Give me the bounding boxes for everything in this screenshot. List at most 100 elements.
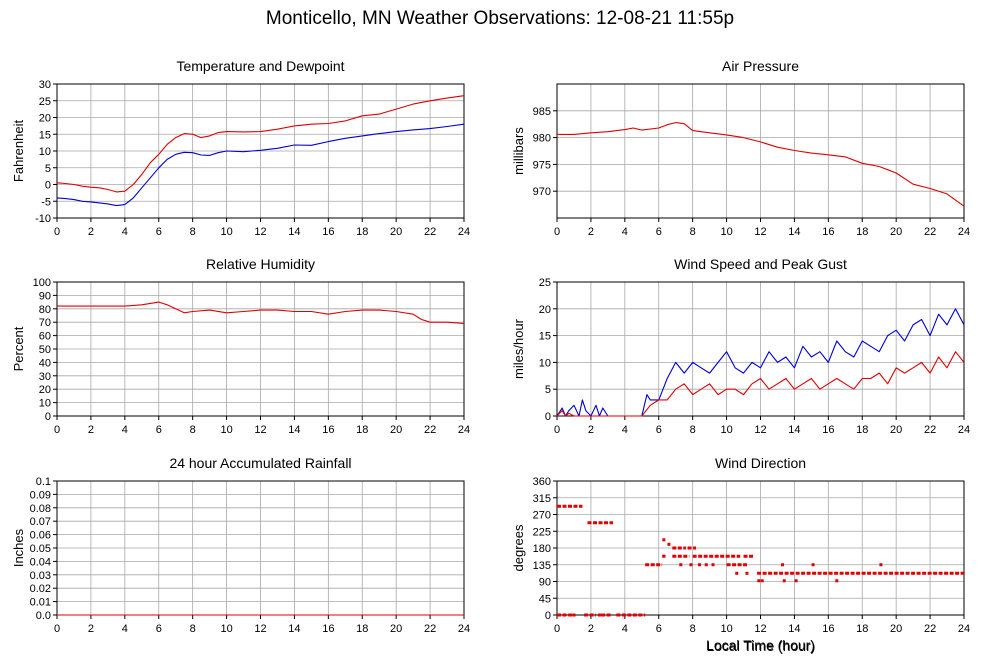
y-tick-label: 0 (45, 180, 51, 192)
y-tick-label: 80 (39, 304, 51, 316)
x-tick-label: 6 (656, 623, 662, 635)
x-tick-label: 20 (890, 424, 902, 436)
x-tick-label: 22 (924, 226, 936, 238)
x-tick-label: 8 (190, 424, 196, 436)
x-tick-label: 18 (856, 226, 868, 238)
direction-point (569, 613, 573, 617)
direction-point (572, 613, 576, 617)
y-tick-label: 0.04 (30, 556, 51, 568)
direction-point (835, 579, 839, 583)
x-tick-label: 4 (122, 623, 128, 635)
x-tick-label: 20 (890, 623, 902, 635)
x-tick-label: 6 (656, 226, 662, 238)
chart-title: Relative Humidity (206, 256, 315, 272)
y-tick-label: 980 (533, 133, 551, 145)
x-tick-label: 2 (588, 623, 594, 635)
direction-point (745, 571, 749, 575)
y-tick-label: 0 (545, 610, 551, 622)
y-tick-label: 30 (39, 371, 51, 383)
x-tick-label: 0 (54, 226, 60, 238)
direction-point (662, 538, 666, 542)
x-tick-label: 22 (924, 424, 936, 436)
y-tick-label: 0 (45, 411, 51, 423)
y-tick-label: 0.07 (30, 516, 51, 528)
x-tick-label: 6 (156, 424, 162, 436)
x-tick-label: 18 (356, 623, 368, 635)
y-tick-label: 20 (539, 304, 551, 316)
x-tick-label: 24 (958, 226, 970, 238)
chart-rainfall: 24 hour Accumulated Rainfall0.00.010.020… (11, 455, 470, 635)
x-tick-label: 24 (958, 424, 970, 436)
y-tick-label: 985 (533, 106, 551, 118)
y-tick-label: 0.03 (30, 570, 51, 582)
direction-point (689, 563, 693, 567)
y-tick-label: 15 (39, 129, 51, 141)
y-tick-label: 90 (539, 577, 551, 589)
y-axis-label: Percent (11, 326, 26, 371)
direction-point (782, 579, 786, 583)
x-tick-label: 16 (322, 424, 334, 436)
x-axis-label: Local Time (hour) (707, 638, 816, 654)
x-tick-label: 10 (220, 226, 232, 238)
y-tick-label: 50 (39, 344, 51, 356)
x-tick-label: 10 (720, 226, 732, 238)
series-line-wind_speed-1 (556, 351, 965, 417)
y-tick-label: 60 (39, 331, 51, 343)
y-tick-label: 0.05 (30, 543, 51, 555)
y-tick-label: 0.01 (30, 597, 51, 609)
y-tick-label: 225 (533, 526, 551, 538)
x-tick-label: 0 (54, 424, 60, 436)
y-tick-label: 45 (539, 593, 551, 605)
series-line-temp-0 (56, 95, 465, 193)
y-tick-label: 0 (545, 411, 551, 423)
x-tick-label: 4 (622, 226, 628, 238)
x-tick-label: 0 (54, 623, 60, 635)
direction-point (735, 571, 739, 575)
x-tick-label: 20 (390, 424, 402, 436)
direction-point (757, 579, 761, 583)
x-tick-label: 0 (554, 226, 560, 238)
x-tick-label: 6 (656, 424, 662, 436)
x-tick-label: 12 (254, 226, 266, 238)
y-tick-label: 0.02 (30, 583, 51, 595)
series-line-pressure-0 (557, 122, 965, 207)
x-tick-label: 4 (122, 226, 128, 238)
x-tick-label: 14 (288, 226, 300, 238)
direction-point (597, 613, 601, 617)
x-tick-label: 8 (690, 226, 696, 238)
x-tick-label: 12 (254, 424, 266, 436)
x-tick-label: 16 (322, 623, 334, 635)
chart-title: Wind Direction (715, 455, 806, 471)
x-tick-label: 8 (690, 424, 696, 436)
chart-humidity: Relative Humidity01020304050607080901000… (11, 256, 470, 436)
chart-title: Wind Speed and Peak Gust (674, 256, 847, 272)
series-line-temp-1 (56, 123, 465, 207)
x-tick-label: 8 (190, 226, 196, 238)
y-tick-label: 270 (533, 510, 551, 522)
x-tick-label: 20 (390, 623, 402, 635)
y-tick-label: 25 (539, 277, 551, 289)
y-tick-label: 20 (39, 384, 51, 396)
y-tick-label: 30 (39, 79, 51, 91)
x-tick-label: 2 (88, 623, 94, 635)
y-tick-label: 360 (533, 476, 551, 488)
y-tick-label: 315 (533, 493, 551, 505)
y-tick-label: 20 (39, 113, 51, 125)
x-tick-label: 18 (856, 424, 868, 436)
y-tick-label: 0.06 (30, 530, 51, 542)
chart-title: 24 hour Accumulated Rainfall (169, 455, 351, 471)
x-tick-label: 18 (856, 623, 868, 635)
x-tick-label: 24 (458, 226, 470, 238)
y-tick-label: 970 (533, 186, 551, 198)
direction-point (704, 563, 708, 567)
direction-point (811, 563, 815, 567)
direction-point (679, 563, 683, 567)
x-tick-label: 18 (356, 424, 368, 436)
y-axis-label: Fahrenheit (11, 120, 26, 183)
x-tick-label: 10 (720, 623, 732, 635)
chart-temp: Temperature and Dewpoint-10-505101520253… (11, 58, 470, 238)
x-tick-label: 14 (788, 226, 800, 238)
